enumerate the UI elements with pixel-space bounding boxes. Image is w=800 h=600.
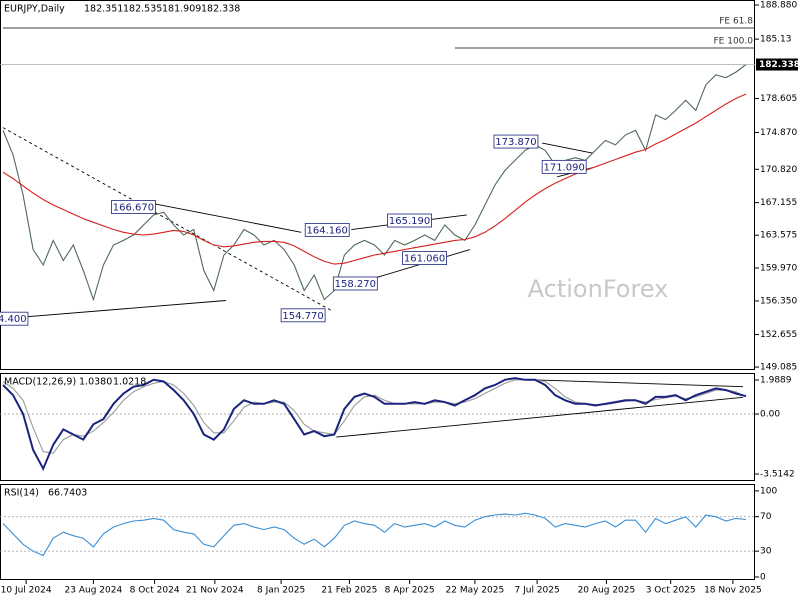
trendline xyxy=(336,396,743,438)
y-tick-label: 156.350 xyxy=(760,296,797,306)
y-tick-label: 0 xyxy=(760,572,766,582)
y-tick-label: 188.880 xyxy=(760,1,797,11)
panel-frame xyxy=(0,0,755,370)
header-value: 182.535 xyxy=(123,4,162,15)
last-price-box xyxy=(756,58,798,71)
y-tick-label: 0.00 xyxy=(760,410,780,420)
trendline xyxy=(532,379,743,388)
pivot-box xyxy=(402,251,447,265)
y-tick-label: 185.13 xyxy=(760,35,792,45)
fe-label: FE 100.0 xyxy=(714,37,754,47)
header-value: 182.351 xyxy=(84,4,123,15)
pivot-box xyxy=(541,159,587,174)
y-tick-label: 159.970 xyxy=(760,264,797,274)
y-tick-label: 70 xyxy=(760,512,772,522)
x-tick-label: 20 Aug 2025 xyxy=(578,586,636,596)
y-tick-label: 167.155 xyxy=(760,198,797,208)
header-value: 1.0380 xyxy=(79,377,112,388)
x-tick-label: 18 Nov 2025 xyxy=(704,586,762,596)
header-value: 181.909 xyxy=(162,4,201,15)
panel xyxy=(0,377,755,472)
pivot-box xyxy=(280,308,326,323)
pivot-label: 171.090 xyxy=(543,162,584,173)
header-value: 1.0218 xyxy=(113,377,146,388)
last-price-label: 182.338 xyxy=(759,60,800,70)
watermark: ActionForex xyxy=(528,275,669,303)
pivot-box xyxy=(111,200,156,214)
pivot-label: 158.270 xyxy=(335,279,376,290)
panel-frame xyxy=(0,484,755,580)
x-tick-label: 8 Apr 2025 xyxy=(385,586,435,596)
pivot-box xyxy=(387,213,432,228)
panel: ActionForex FE 61.8 FE 100.0 166.670 164.160… xyxy=(0,17,755,326)
pivot-label: 164.160 xyxy=(307,225,348,236)
x-tick-label: 8 Oct 2024 xyxy=(130,586,180,596)
x-tick-label: 22 May 2025 xyxy=(446,586,505,596)
pivot-label: 161.060 xyxy=(404,254,445,265)
y-tick-label: 30 xyxy=(760,547,772,557)
x-tick-label: 3 Oct 2025 xyxy=(646,586,696,596)
y-tick-label: 100 xyxy=(760,486,777,496)
pivot-label: 173.870 xyxy=(495,137,536,148)
y-tick-label: 174.870 xyxy=(760,128,797,138)
trendline xyxy=(2,127,332,311)
panel-frame xyxy=(0,373,755,481)
series-line xyxy=(2,93,747,265)
panel-title: MACD(12,26,9) xyxy=(4,377,76,388)
y-tick-label: 152.655 xyxy=(760,330,797,340)
y-tick-label: 170.820 xyxy=(760,165,797,175)
pivot-box xyxy=(493,134,539,149)
x-tick-label: 21 Feb 2025 xyxy=(321,586,377,596)
pivot-label: 154.770 xyxy=(282,311,323,322)
x-tick-label: 23 Aug 2024 xyxy=(65,586,123,596)
x-tick-label: 21 Nov 2024 xyxy=(186,586,244,596)
panel-title: RSI(14) xyxy=(4,488,39,499)
y-tick-label: 178.605 xyxy=(760,94,797,104)
pivot-label: 154.400 xyxy=(0,314,27,325)
y-tick-label: 149.085 xyxy=(760,363,797,373)
trendline xyxy=(542,142,593,154)
pivot-label: 165.190 xyxy=(389,216,430,227)
pivot-box xyxy=(0,311,29,326)
header-value: 182.338 xyxy=(201,4,240,15)
panel xyxy=(0,512,755,557)
series-line xyxy=(2,377,747,472)
fe-label: FE 61.8 xyxy=(719,17,753,27)
x-tick-label: 10 Jul 2024 xyxy=(1,586,52,596)
panel-title: EURJPY,Daily xyxy=(4,4,65,15)
trendline xyxy=(155,203,302,233)
y-tick-label: -3.5142 xyxy=(760,470,795,480)
header-value: 66.7403 xyxy=(48,488,87,499)
series-line xyxy=(2,512,747,557)
y-tick-label: 1.9889 xyxy=(760,376,792,386)
series-line xyxy=(2,64,747,302)
x-tick-label: 7 Jul 2025 xyxy=(515,586,560,596)
trendline xyxy=(2,300,226,320)
pivot-box xyxy=(332,276,378,291)
pivot-label: 166.670 xyxy=(113,203,154,214)
y-tick-label: 163.575 xyxy=(760,231,797,241)
pivot-box xyxy=(304,222,350,237)
x-tick-label: 8 Jan 2025 xyxy=(257,586,305,596)
